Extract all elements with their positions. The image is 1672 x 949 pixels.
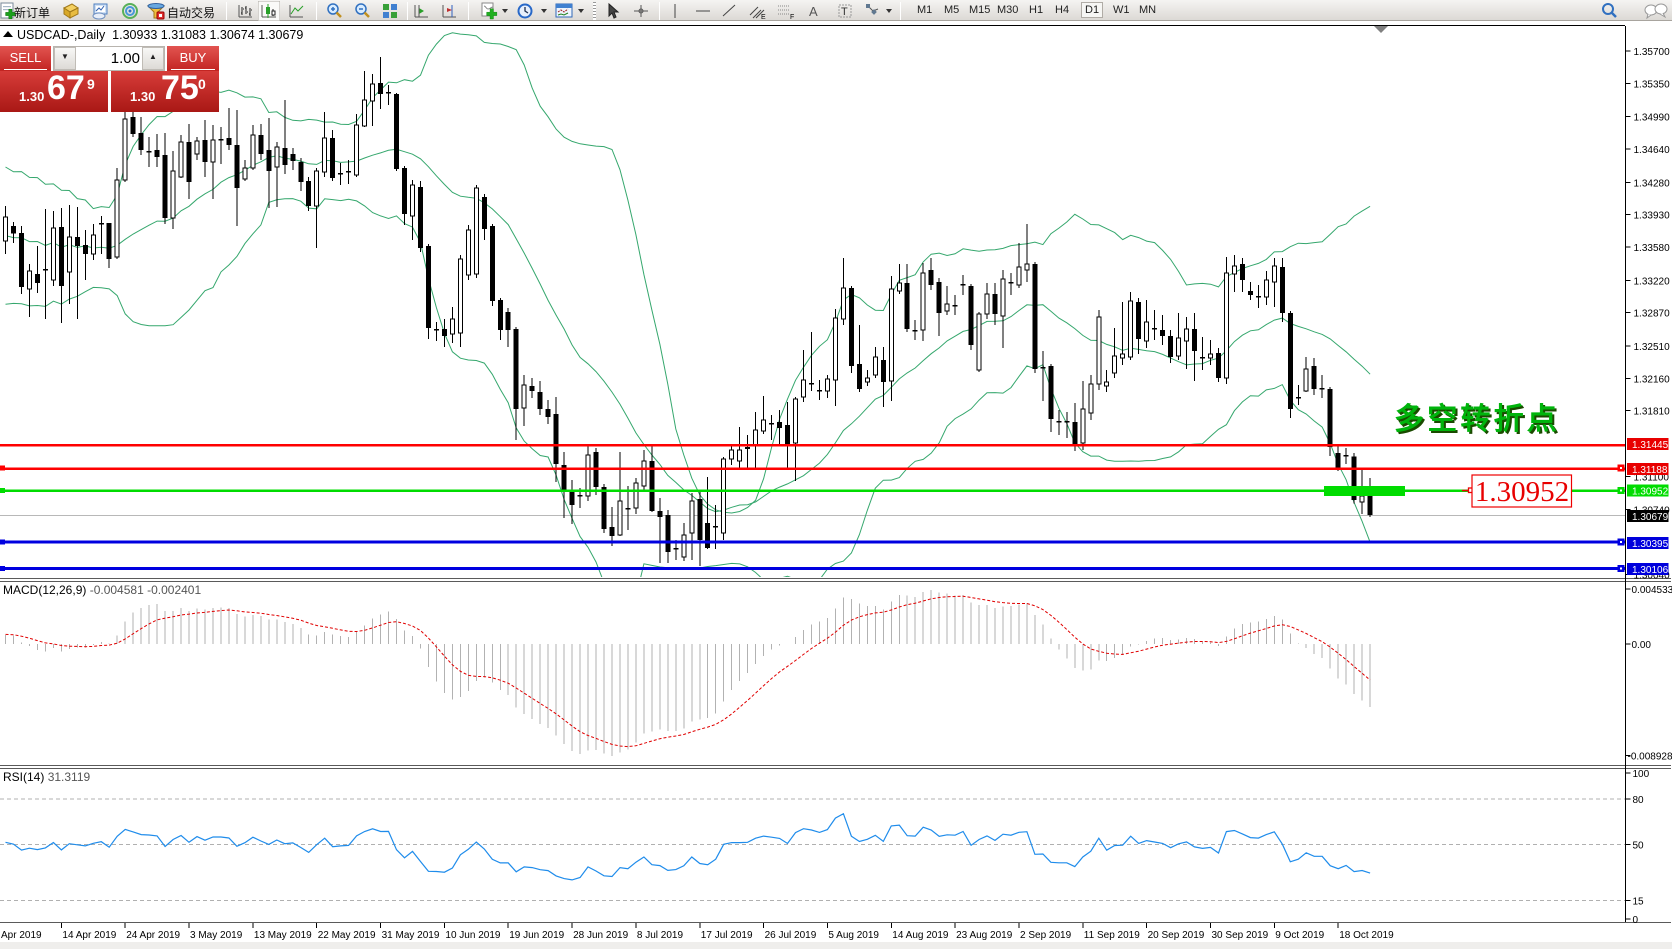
svg-text:50: 50 [1633, 840, 1645, 851]
svg-text:T: T [841, 6, 848, 18]
svg-text:0.004533: 0.004533 [1632, 585, 1672, 596]
svg-text:22 May 2019: 22 May 2019 [318, 930, 376, 941]
svg-text:14 Aug 2019: 14 Aug 2019 [892, 930, 949, 941]
svg-text:1.32510: 1.32510 [1634, 342, 1671, 353]
svg-text:RSI(14) 31.3119: RSI(14) 31.3119 [3, 770, 91, 784]
svg-text:31 May 2019: 31 May 2019 [382, 930, 440, 941]
svg-text:17 Jul 2019: 17 Jul 2019 [701, 930, 753, 941]
svg-text:多空转折点: 多空转折点 [1394, 403, 1560, 436]
svg-text:MACD(12,26,9) -0.004581 -0.002: MACD(12,26,9) -0.004581 -0.002401 [3, 583, 201, 597]
svg-text:1.33930: 1.33930 [1634, 211, 1671, 222]
svg-text:E: E [761, 14, 766, 20]
svg-text:A: A [809, 4, 818, 19]
svg-text:1.31188: 1.31188 [1632, 465, 1668, 476]
svg-text:1.34280: 1.34280 [1634, 178, 1671, 189]
svg-text:1.32870: 1.32870 [1634, 309, 1671, 320]
svg-text:F: F [790, 14, 794, 20]
svg-text:20 Sep 2019: 20 Sep 2019 [1148, 930, 1205, 941]
svg-text:1.32160: 1.32160 [1634, 374, 1671, 385]
svg-text:30 Sep 2019: 30 Sep 2019 [1212, 930, 1269, 941]
svg-text:1.33220: 1.33220 [1634, 276, 1671, 287]
svg-text:1.31445: 1.31445 [1632, 440, 1669, 451]
svg-text:1.31810: 1.31810 [1634, 407, 1671, 418]
svg-text:0: 0 [1633, 915, 1639, 926]
svg-text:15: 15 [1633, 896, 1645, 907]
svg-text:10 Jun 2019: 10 Jun 2019 [445, 930, 500, 941]
svg-text:23 Aug 2019: 23 Aug 2019 [956, 930, 1013, 941]
svg-text:2 Sep 2019: 2 Sep 2019 [1020, 930, 1072, 941]
svg-text:1.31100: 1.31100 [1634, 472, 1670, 483]
svg-text:9 Oct 2019: 9 Oct 2019 [1275, 930, 1324, 941]
svg-text:1.35350: 1.35350 [1634, 79, 1671, 90]
svg-text:26 Jul 2019: 26 Jul 2019 [765, 930, 817, 941]
svg-text:13 May 2019: 13 May 2019 [254, 930, 312, 941]
svg-text:1.33580: 1.33580 [1634, 243, 1671, 254]
svg-text:-0.008928: -0.008928 [1628, 752, 1672, 763]
svg-text:19 Jun 2019: 19 Jun 2019 [509, 930, 564, 941]
svg-text:1.30040: 1.30040 [1634, 570, 1671, 581]
svg-text:1.30395: 1.30395 [1632, 539, 1669, 550]
svg-text:1.30952: 1.30952 [1632, 486, 1669, 497]
svg-text:14 Apr 2019: 14 Apr 2019 [62, 930, 116, 941]
svg-text:1.30952: 1.30952 [1475, 476, 1569, 508]
svg-text:1.34640: 1.34640 [1634, 145, 1671, 156]
svg-text:100: 100 [1633, 769, 1650, 780]
svg-text:28 Jun 2019: 28 Jun 2019 [573, 930, 628, 941]
svg-text:5 Aug 2019: 5 Aug 2019 [828, 930, 879, 941]
svg-text:1.35700: 1.35700 [1634, 47, 1671, 58]
svg-text:3 May 2019: 3 May 2019 [190, 930, 243, 941]
svg-text:80: 80 [1633, 795, 1645, 806]
svg-text:1.30106: 1.30106 [1632, 565, 1669, 576]
svg-text:0.00: 0.00 [1632, 640, 1652, 651]
svg-text:24 Apr 2019: 24 Apr 2019 [126, 930, 180, 941]
svg-text:Apr 2019: Apr 2019 [1, 930, 42, 941]
svg-text:1.30679: 1.30679 [1632, 512, 1669, 523]
svg-text:11 Sep 2019: 11 Sep 2019 [1084, 930, 1140, 941]
svg-text:18 Oct 2019: 18 Oct 2019 [1339, 930, 1394, 941]
svg-text:8 Jul 2019: 8 Jul 2019 [637, 930, 684, 941]
svg-text:USDCAD-,Daily 1.30933 1.31083: USDCAD-,Daily 1.30933 1.31083 1.30674 1.… [17, 28, 303, 42]
svg-text:1.34990: 1.34990 [1634, 113, 1671, 124]
